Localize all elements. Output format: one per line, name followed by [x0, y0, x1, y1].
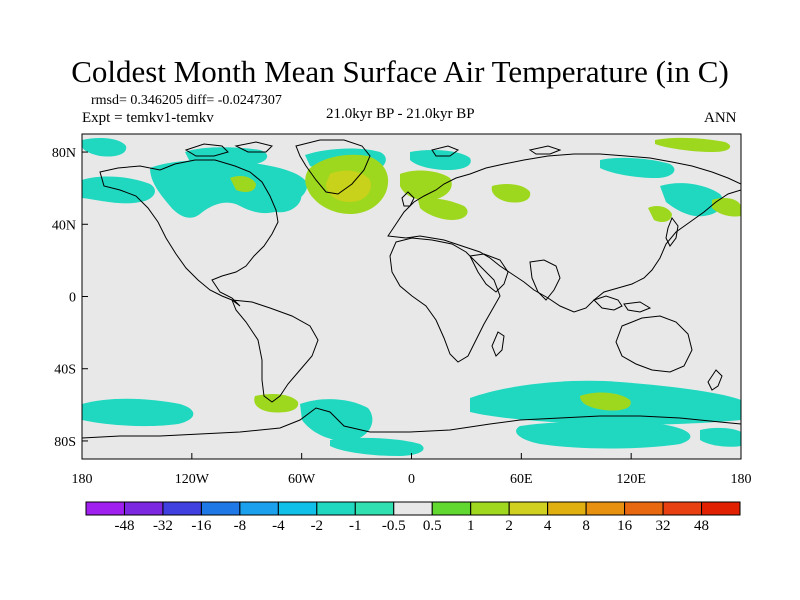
colorbar-label: -48: [114, 518, 135, 534]
colorbar-label: 16: [617, 518, 633, 534]
colorbar-label: -1: [349, 518, 362, 534]
anomaly-warm-north-pacific: [712, 198, 741, 217]
colorbar-swatch: [85, 501, 125, 516]
colorbar-label: 0.5: [422, 518, 442, 534]
anomaly-warm-west-siberia: [491, 184, 531, 203]
colorbar-label: 8: [582, 518, 590, 534]
anomaly-warm-north-america-small: [230, 176, 256, 192]
colorbar-swatch: [585, 501, 626, 516]
coast-india: [529, 259, 561, 301]
colorbar-swatch: [239, 501, 279, 516]
coast-europe-asia: [387, 153, 741, 313]
coast-uk: [401, 191, 415, 207]
anomaly-cool-nw-pacific: [82, 138, 127, 157]
anomaly-warm-south-america-sub: [580, 392, 631, 411]
y-tick-label: 80S: [54, 435, 76, 450]
anomaly-cool-siberia: [600, 157, 675, 178]
anomaly-cool-arctic-ocean: [410, 150, 471, 170]
anomaly-cool-antarctica-west: [330, 437, 424, 456]
y-tick-label: 0: [69, 291, 76, 306]
coast-new-zealand: [707, 369, 723, 391]
colorbar-label: 1: [466, 518, 475, 534]
anomaly-cool-weddell: [300, 399, 373, 441]
colorbar: [85, 501, 741, 516]
plot-title: Coldest Month Mean Surface Air Temperatu…: [71, 54, 729, 89]
anomaly-cool-southern-ocean-pacific: [82, 398, 194, 427]
colorbar-label: -16: [191, 518, 212, 534]
colorbar-label: 4: [543, 518, 552, 534]
coast-south-america: [231, 299, 319, 403]
coast-greenland: [295, 139, 371, 195]
y-axis: 80N 40N 0 40S 80S: [52, 146, 88, 450]
colorbar-swatch: [470, 501, 510, 516]
anomaly-warm-south-pacific: [254, 394, 299, 413]
y-tick-label: 80N: [52, 146, 76, 161]
coast-africa: [389, 237, 501, 363]
x-tick-label: 0: [408, 472, 415, 487]
coast-madagascar: [491, 331, 505, 357]
x-tick-label: 120W: [175, 472, 210, 487]
anomaly-cool-antarctica-east: [516, 421, 691, 449]
anomaly-warm-east-siberia: [655, 137, 731, 152]
coast-indonesia: [593, 295, 652, 313]
experiment-label: Expt = temkv1-temkv: [82, 110, 214, 126]
colorbar-swatch: [662, 501, 703, 516]
rmsd-diff-stats: rmsd= 0.346205 diff= -0.0247307: [91, 93, 282, 108]
coast-arabia: [469, 253, 509, 293]
colorbar-label: -0.5: [381, 518, 406, 534]
x-tick-label: 60E: [510, 472, 533, 487]
colorbar-swatch: [316, 501, 356, 516]
time-period-label: 21.0kyr BP - 21.0kyr BP: [326, 106, 475, 122]
y-tick-label: 40N: [52, 218, 76, 233]
anomaly-fill-layer: [82, 137, 741, 456]
colorbar-label: 48: [694, 518, 710, 534]
season-label: ANN: [704, 110, 737, 126]
colorbar-label: 32: [655, 518, 671, 534]
colorbar-swatch: [354, 501, 395, 516]
colorbar-swatch: [123, 501, 164, 516]
colorbar-swatch: [277, 501, 318, 516]
colorbar-swatch: [431, 501, 472, 516]
coast-north-america: [99, 159, 279, 307]
colorbar-label: 2: [505, 518, 513, 534]
colorbar-swatch: [162, 501, 202, 516]
y-tick-label: 40S: [54, 363, 76, 378]
colorbar-label: -2: [310, 518, 324, 534]
x-tick-label: 120E: [616, 472, 646, 487]
coast-antarctica: [82, 407, 741, 439]
colorbar-swatch: [200, 501, 241, 516]
anomaly-warm-japan: [648, 206, 672, 222]
x-tick-label: 180: [72, 472, 93, 487]
colorbar-swatch: [393, 501, 433, 516]
anomaly-warm-norwegian-sea: [400, 170, 452, 201]
anomaly-cool-labrador: [258, 178, 302, 213]
colorbar-swatch: [508, 501, 549, 516]
anomaly-cool-east-asia: [660, 183, 724, 217]
x-tick-label: 60W: [288, 472, 316, 487]
coast-australia: [615, 315, 693, 373]
x-tick-label: 180: [731, 472, 752, 487]
colorbar-label: -4: [272, 518, 285, 534]
coast-arctic-islands: [184, 141, 562, 157]
coastlines: [82, 139, 741, 439]
anomaly-cool-arctic-canada: [185, 147, 268, 167]
colorbar-swatch: [547, 501, 587, 516]
colorbar-label: -8: [233, 518, 247, 534]
colorbar-swatch: [624, 501, 664, 516]
anomaly-warm-europe: [418, 198, 468, 220]
anomaly-cool-ross: [700, 427, 741, 447]
coast-japan: [665, 216, 679, 247]
colorbar-swatch: [701, 501, 741, 516]
x-axis: 180 120W 60W 0 60E 120E 180: [72, 453, 752, 487]
colorbar-label: -32: [152, 518, 173, 534]
